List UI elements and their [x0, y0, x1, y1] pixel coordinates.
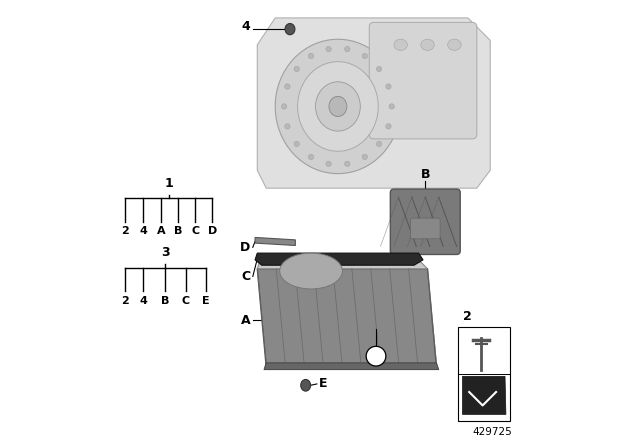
Text: E: E	[319, 377, 328, 391]
Polygon shape	[257, 262, 428, 269]
Circle shape	[386, 124, 391, 129]
Polygon shape	[264, 363, 439, 370]
FancyBboxPatch shape	[410, 218, 440, 239]
Text: C: C	[241, 270, 251, 283]
Text: C: C	[191, 226, 200, 236]
Circle shape	[344, 161, 350, 167]
Bar	[458, 327, 509, 421]
Ellipse shape	[285, 23, 295, 35]
Text: 4: 4	[139, 226, 147, 236]
Text: 2: 2	[121, 296, 129, 306]
Circle shape	[386, 84, 391, 89]
Ellipse shape	[394, 39, 408, 51]
Text: B: B	[420, 168, 430, 181]
Circle shape	[362, 53, 367, 59]
Text: 2: 2	[372, 351, 380, 361]
Polygon shape	[255, 237, 296, 246]
Ellipse shape	[448, 39, 461, 51]
Circle shape	[389, 104, 394, 109]
Ellipse shape	[329, 96, 347, 116]
FancyBboxPatch shape	[390, 189, 460, 254]
Text: 4: 4	[139, 296, 147, 306]
Circle shape	[376, 141, 382, 146]
Text: B: B	[161, 296, 170, 306]
Circle shape	[362, 154, 367, 159]
Text: D: D	[240, 241, 251, 254]
Polygon shape	[463, 376, 506, 414]
Text: E: E	[202, 296, 209, 306]
Circle shape	[326, 47, 332, 52]
Ellipse shape	[298, 62, 378, 151]
Ellipse shape	[316, 82, 360, 131]
Circle shape	[294, 141, 300, 146]
Text: 429725: 429725	[473, 427, 513, 437]
Circle shape	[344, 47, 350, 52]
Text: 2: 2	[121, 226, 129, 236]
Polygon shape	[255, 253, 423, 265]
Circle shape	[282, 104, 287, 109]
Text: 1: 1	[164, 177, 173, 190]
Polygon shape	[257, 269, 436, 367]
Text: C: C	[182, 296, 189, 306]
Ellipse shape	[301, 379, 310, 391]
Polygon shape	[257, 18, 490, 188]
Circle shape	[326, 161, 332, 167]
Circle shape	[294, 66, 300, 72]
Text: B: B	[174, 226, 182, 236]
Circle shape	[366, 346, 386, 366]
Text: A: A	[241, 314, 251, 327]
Circle shape	[285, 84, 290, 89]
Text: 4: 4	[242, 20, 251, 34]
Ellipse shape	[275, 39, 401, 174]
Text: D: D	[208, 226, 217, 236]
Text: 2: 2	[463, 310, 471, 323]
Ellipse shape	[280, 253, 342, 289]
Text: 3: 3	[161, 246, 170, 259]
Circle shape	[308, 53, 314, 59]
Circle shape	[308, 154, 314, 159]
FancyBboxPatch shape	[369, 22, 477, 139]
Circle shape	[285, 124, 290, 129]
Ellipse shape	[421, 39, 435, 51]
Circle shape	[376, 66, 382, 72]
Text: A: A	[157, 226, 165, 236]
